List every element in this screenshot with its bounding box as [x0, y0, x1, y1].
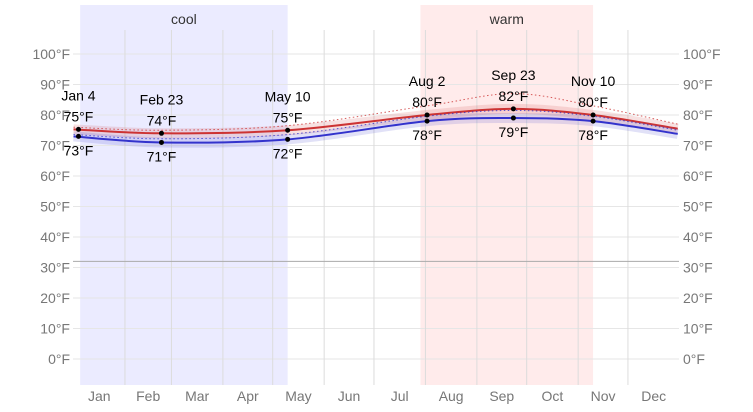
y-tick-label-right: 100°F: [683, 46, 721, 62]
annotation-low: 73°F: [64, 142, 94, 158]
x-tick-label: Jan: [88, 388, 111, 404]
y-tick-label-right: 10°F: [683, 321, 713, 337]
y-tick-label-left: 20°F: [40, 290, 70, 306]
annotation-high: 80°F: [578, 94, 608, 110]
annotation-low: 78°F: [412, 127, 442, 143]
y-tick-label-left: 30°F: [40, 260, 70, 276]
y-tick-label-left: 80°F: [40, 107, 70, 123]
season-band-warm: [420, 5, 594, 385]
low-marker: [75, 133, 81, 139]
annotation-high: 82°F: [499, 88, 529, 104]
x-tick-label: Aug: [439, 388, 464, 404]
series-dotted-line-2: [73, 93, 678, 131]
x-tick-label: Dec: [641, 388, 666, 404]
low-marker: [510, 115, 516, 121]
y-tick-label-right: 70°F: [683, 138, 713, 154]
season-label: warm: [489, 11, 524, 27]
annotation-high: 74°F: [147, 112, 177, 128]
y-tick-label-right: 0°F: [683, 351, 705, 367]
annotation-date: Jan 4: [61, 87, 95, 103]
season-band-cool: [80, 5, 288, 385]
y-tick-label-left: 40°F: [40, 229, 70, 245]
y-tick-label-right: 40°F: [683, 229, 713, 245]
y-tick-label-left: 90°F: [40, 77, 70, 93]
y-tick-label-left: 0°F: [48, 351, 70, 367]
y-tick-label-left: 60°F: [40, 168, 70, 184]
annotation-high: 75°F: [273, 109, 303, 125]
high-marker: [590, 112, 596, 118]
annotation-date: Sep 23: [491, 67, 536, 83]
y-tick-label-left: 100°F: [32, 46, 70, 62]
y-tick-label-right: 50°F: [683, 199, 713, 215]
y-tick-label-left: 10°F: [40, 321, 70, 337]
y-tick-label-right: 30°F: [683, 260, 713, 276]
annotation-date: May 10: [265, 88, 311, 104]
low-marker: [285, 136, 291, 142]
x-tick-label: Sep: [489, 388, 514, 404]
y-tick-label-right: 80°F: [683, 107, 713, 123]
x-tick-label: Oct: [542, 388, 564, 404]
annotation-low: 79°F: [499, 124, 529, 140]
high-marker: [158, 130, 164, 136]
annotation-high: 80°F: [412, 94, 442, 110]
x-tick-label: May: [285, 388, 311, 404]
annotation-low: 72°F: [273, 145, 303, 161]
y-tick-label-right: 60°F: [683, 168, 713, 184]
high-marker: [510, 106, 516, 112]
season-label: cool: [171, 11, 197, 27]
high-marker: [285, 127, 291, 133]
low-marker: [590, 118, 596, 124]
annotation-high: 75°F: [64, 108, 94, 124]
x-tick-label: Apr: [237, 388, 259, 404]
y-tick-label-right: 20°F: [683, 290, 713, 306]
annotation-date: Feb 23: [140, 91, 184, 107]
high-marker: [75, 126, 81, 132]
low-marker: [424, 118, 430, 124]
annotation-date: Nov 10: [571, 73, 616, 89]
y-tick-label-left: 70°F: [40, 138, 70, 154]
y-tick-label-left: 50°F: [40, 199, 70, 215]
y-tick-label-right: 90°F: [683, 77, 713, 93]
high-marker: [424, 112, 430, 118]
low-marker: [158, 139, 164, 145]
annotation-low: 71°F: [147, 148, 177, 164]
x-tick-label: Mar: [185, 388, 209, 404]
x-tick-label: Feb: [136, 388, 160, 404]
x-tick-label: Jul: [391, 388, 409, 404]
x-tick-label: Jun: [338, 388, 361, 404]
annotation-date: Aug 2: [409, 73, 446, 89]
x-tick-label: Nov: [591, 388, 616, 404]
annotation-low: 78°F: [578, 127, 608, 143]
